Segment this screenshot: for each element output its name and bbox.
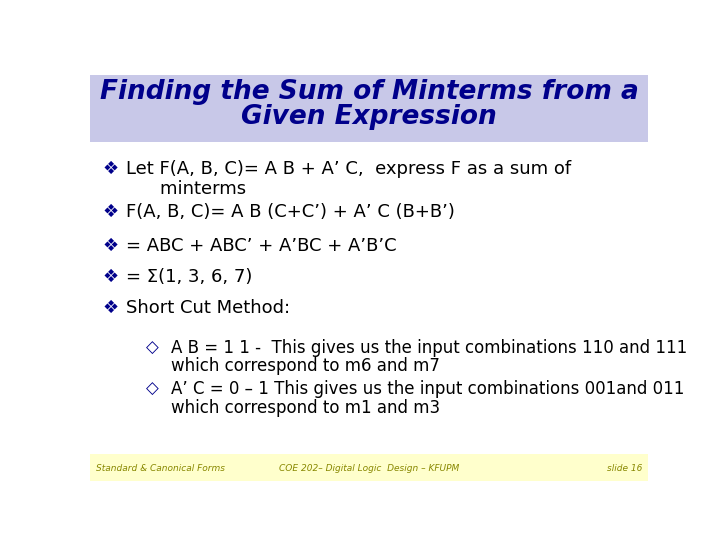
Text: which correspond to m6 and m7: which correspond to m6 and m7: [171, 357, 440, 375]
Text: A’ C = 0 – 1 This gives us the input combinations 001and 011: A’ C = 0 – 1 This gives us the input com…: [171, 380, 684, 398]
Text: Short Cut Method:: Short Cut Method:: [126, 299, 290, 317]
Text: Standard & Canonical Forms: Standard & Canonical Forms: [96, 464, 225, 472]
Text: A B = 1 1 -  This gives us the input combinations 110 and 111: A B = 1 1 - This gives us the input comb…: [171, 339, 687, 356]
Text: ◇: ◇: [145, 380, 158, 398]
Text: Given Expression: Given Expression: [241, 104, 497, 130]
Text: which correspond to m1 and m3: which correspond to m1 and m3: [171, 399, 440, 417]
Text: ❖: ❖: [102, 237, 118, 255]
Text: ❖: ❖: [102, 299, 118, 317]
Text: ◇: ◇: [145, 339, 158, 356]
Text: Finding the Sum of Minterms from a: Finding the Sum of Minterms from a: [99, 79, 639, 105]
Text: minterms: minterms: [138, 180, 246, 198]
Text: slide 16: slide 16: [607, 464, 642, 472]
FancyBboxPatch shape: [90, 75, 648, 141]
Text: ❖: ❖: [102, 268, 118, 286]
Text: ❖: ❖: [102, 204, 118, 221]
FancyBboxPatch shape: [90, 454, 648, 481]
Text: = ABC + ABC’ + A’BC + A’B’C: = ABC + ABC’ + A’BC + A’B’C: [126, 237, 397, 255]
Text: COE 202– Digital Logic  Design – KFUPM: COE 202– Digital Logic Design – KFUPM: [279, 464, 459, 472]
Text: F(A, B, C)= A B (C+C’) + A’ C (B+B’): F(A, B, C)= A B (C+C’) + A’ C (B+B’): [126, 204, 455, 221]
Text: = Σ(1, 3, 6, 7): = Σ(1, 3, 6, 7): [126, 268, 253, 286]
Text: Let F(A, B, C)= A B + A’ C,  express F as a sum of: Let F(A, B, C)= A B + A’ C, express F as…: [126, 160, 572, 178]
Text: ❖: ❖: [102, 160, 118, 178]
